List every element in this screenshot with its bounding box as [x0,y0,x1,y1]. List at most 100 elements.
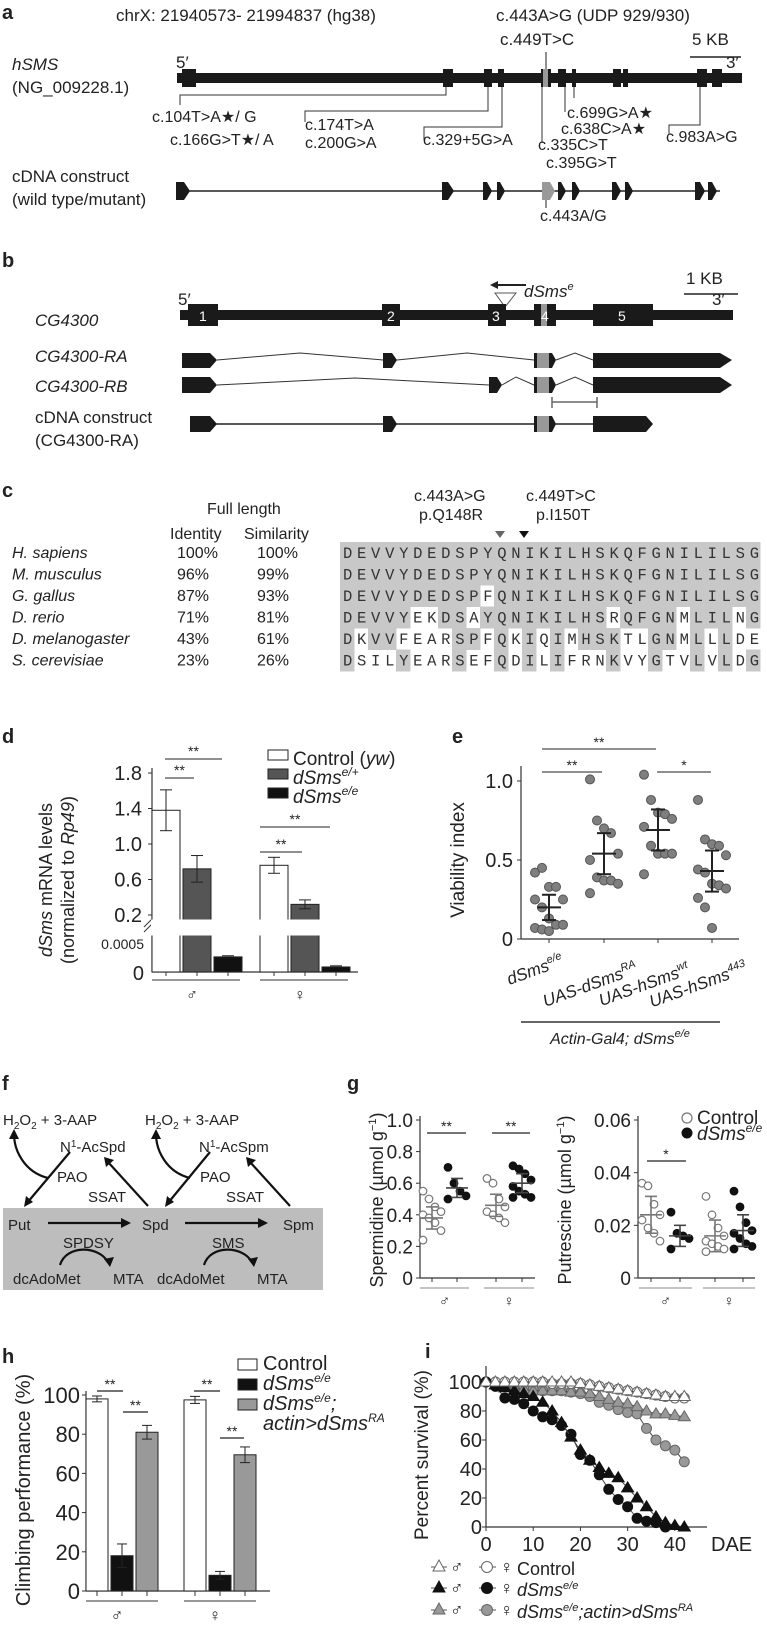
y-tick-label: 20 [460,1488,482,1510]
data-point [482,1174,492,1183]
data-point [701,1247,711,1257]
variant-label: c.638C>A★ [561,121,646,138]
significance-marker: ** [506,1118,517,1134]
data-point-triangle [535,1395,550,1407]
variant-label: c.166G>T★/ A [170,132,274,149]
data-point [592,815,602,826]
category-label: ♂ [439,1293,450,1310]
bar [321,966,351,973]
data-point-triangle [601,1380,616,1393]
bar [135,1431,159,1592]
bar [233,1454,257,1592]
pathway-box [3,1208,323,1290]
data-point [729,1186,739,1196]
panel-h: h 0 20 40 60 80 100 Climbing performance (%) ♂ ♀… [2,1346,385,1625]
y-tick-label: 100 [449,1372,482,1394]
allele-dsms-e: dSmse [524,281,574,301]
data-point [443,1194,453,1204]
category-label: ♂ [186,987,198,1004]
legend-swatch [267,787,289,799]
data-point-triangle [564,1430,578,1442]
significance-marker: * [663,1146,669,1162]
x-tick-label: 20 [569,1534,591,1556]
data-point-triangle [611,1470,626,1483]
data-point [667,813,677,824]
y-tick-label: 1.4 [114,799,142,821]
data-point [729,1244,739,1254]
y-tick-label: 1.8 [114,763,142,785]
metabolite-put: Put [8,1217,31,1234]
data-point-triangle [677,1389,692,1401]
n1-acspd: N1-AcSpd [60,1139,126,1156]
panel-label-a: a [2,2,14,24]
identity-value: 100% [177,545,218,562]
data-point [747,1241,757,1251]
significance-marker: ** [105,1376,116,1392]
data-point [666,1244,676,1254]
bar [213,956,243,973]
enzyme-pao: PAO [200,1169,231,1186]
female-symbol: ♀ [500,1557,514,1577]
data-point-circle [508,1393,520,1405]
cdna-construct-track [190,416,653,432]
variant-label: c.395G>T [546,155,617,172]
data-point-triangle [592,1460,607,1473]
significance-marker: ** [567,757,578,773]
cdna-construct-label: cDNA construct [12,167,129,186]
data-point [700,902,710,913]
y-axis-label: Percent survival (%) [412,1370,433,1540]
data-point-triangle [554,1383,569,1396]
data-point-triangle [526,1389,541,1401]
data-point-triangle [649,1509,663,1522]
data-point-triangle [630,1491,644,1503]
y-axis-label: Putrescine (µmol g−1) [555,1116,575,1285]
data-point [418,1186,428,1196]
data-point [544,926,554,937]
bar [85,1398,109,1592]
y-tick-label: 0.6 [114,870,142,892]
gene-track [177,73,742,83]
significance-marker: ** [227,1423,238,1439]
data-point [500,1202,510,1212]
data-point-triangle [507,1375,522,1387]
transcript-ra [182,352,732,368]
species-name: D. rerio [12,610,65,627]
y-tick-label: 0.6 [387,1174,413,1195]
data-point-triangle [535,1375,550,1387]
alignment-shading [340,542,761,672]
h2o2-left: H2O2 + 3-AAP [3,1112,97,1132]
data-point [436,1226,446,1235]
data-point [424,1194,434,1204]
identity-value: 96% [177,567,209,584]
svg-text:3: 3 [492,308,500,324]
y-tick-label: 0 [502,929,513,951]
svg-text:5: 5 [618,308,626,324]
legend-swatch [237,1378,258,1391]
data-point-circle [669,1444,681,1456]
chart-mrna-levels: 1.8 1.4 1.0 0.6 0.2 0.0005 0 dSms mRNA levels (n… [36,743,395,1004]
mutation-443-c: c.443A>G [414,488,486,505]
identity-value: 71% [177,610,209,627]
data-point-triangle [516,1375,531,1387]
data-point [701,1191,711,1201]
chart-survival: 0 20 40 60 80 100 0 10 20 30 40 DAE Percent survival… [412,1366,752,1622]
data-point-triangle [582,1453,597,1465]
data-point-triangle [545,1383,559,1396]
cdna-construct-sub: (wild type/mutant) [12,190,146,209]
x-tick-label: 0 [480,1534,491,1556]
y-tick-label: 0.4 [387,1206,414,1227]
panel-label-c: c [2,480,13,502]
legend-marker-triangle [432,1579,446,1593]
data-point-circle [518,1398,530,1410]
variant-label: c.200G>A [305,135,377,152]
x-tick-label: 40 [664,1534,686,1556]
legend-swatch [237,1358,258,1371]
y-tick-label: 0.2 [114,905,142,927]
data-point-triangle [592,1379,607,1391]
insertion-triangle-icon [494,292,518,308]
data-point-triangle [526,1375,541,1387]
data-point-circle [641,1422,653,1434]
x-tick-label: 30 [617,1534,639,1556]
data-point-triangle [554,1415,569,1428]
panel-g: g 0 0.2 0.4 0.6 0.8 1.0 ♂ ♀ Spermidine (µmol g−1… [347,1073,763,1310]
